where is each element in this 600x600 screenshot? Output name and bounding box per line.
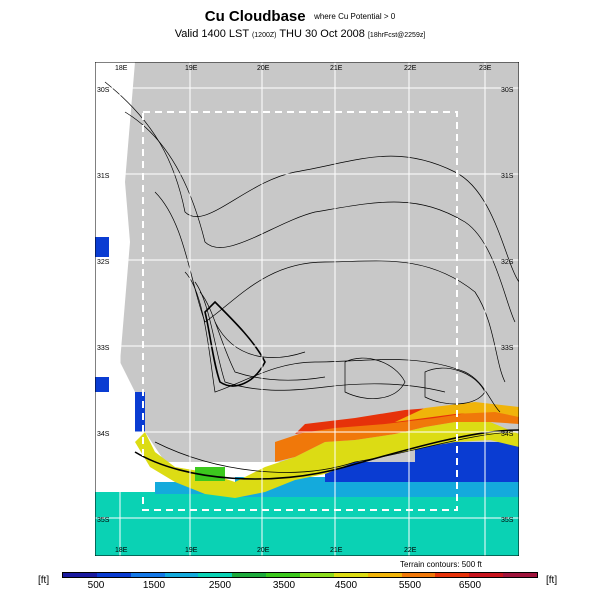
lat-labels-right: 30S 31S 32S 33S 34S 35S — [501, 87, 514, 524]
lon-label: 18E — [115, 547, 128, 554]
lon-label: 19E — [185, 65, 198, 72]
lon-label: 18E — [115, 65, 128, 72]
lat-label: 31S — [97, 173, 110, 180]
lon-labels-top: 18E 19E 20E 21E 22E 23E — [115, 65, 492, 72]
lat-label: 35S — [501, 517, 514, 524]
title-main: Cu Cloudbase — [204, 8, 306, 25]
colorbar-unit-left: [ft] — [38, 575, 50, 586]
colorbar-swatch — [469, 573, 504, 577]
lat-label: 30S — [97, 87, 110, 94]
colorbar-label: 6500 — [458, 580, 482, 591]
lon-labels-bottom: 18E 19E 20E 21E 22E — [115, 547, 417, 554]
colorbar-swatch — [367, 573, 402, 577]
colorbar-label: 4500 — [334, 580, 358, 591]
western-ocean — [95, 62, 165, 462]
lon-label: 22E — [404, 65, 417, 72]
lat-labels-left: 30S 31S 32S 33S 34S 35S — [97, 87, 110, 524]
colorbar-swatch — [401, 573, 436, 577]
colorbar-label: 1500 — [142, 580, 166, 591]
cloudbase-cells — [95, 237, 519, 556]
colorbar-swatch — [333, 573, 368, 577]
map-title: Cu Cloudbase where Cu Potential > 0 — [0, 8, 600, 26]
colorbar-swatch — [164, 573, 199, 577]
colorbar-swatch — [435, 573, 470, 577]
colorbar-swatch — [266, 573, 301, 577]
colorbar-swatch — [63, 573, 97, 577]
forecast-info: [18hrFcst@2259z] — [367, 32, 426, 39]
lat-label: 31S — [501, 173, 514, 180]
valid-time: Valid 1400 LST — [174, 28, 249, 40]
lon-label: 20E — [257, 65, 270, 72]
lat-label: 32S — [501, 259, 514, 266]
lat-label: 35S — [97, 517, 110, 524]
lat-label: 33S — [501, 345, 514, 352]
lon-label: 19E — [185, 547, 198, 554]
lon-label: 20E — [257, 547, 270, 554]
colorbar-swatch — [232, 573, 267, 577]
lon-label: 22E — [404, 547, 417, 554]
valid-date: THU 30 Oct 2008 — [279, 28, 365, 40]
run-time: (1200Z) — [251, 32, 277, 39]
lon-label: 21E — [330, 547, 343, 554]
colorbar-unit-right: [ft] — [546, 575, 558, 586]
lat-label: 34S — [97, 431, 110, 438]
terrain-contour-note: Terrain contours: 500 ft — [400, 560, 482, 569]
colorbar-label: 500 — [87, 580, 105, 591]
lat-label: 32S — [97, 259, 110, 266]
colorbar-label: 2500 — [208, 580, 232, 591]
colorbar-swatch — [96, 573, 131, 577]
lon-label: 23E — [479, 65, 492, 72]
cloudbase-map: 18E 19E 20E 21E 22E 23E 18E 19E 20E 21E … — [95, 62, 519, 556]
colorbar-label: 5500 — [398, 580, 422, 591]
lat-label: 30S — [501, 87, 514, 94]
lat-label: 33S — [97, 345, 110, 352]
inner-domain-box — [142, 111, 458, 511]
colorbar-swatch — [503, 573, 538, 577]
colorbar-swatch — [300, 573, 334, 577]
colorbar-swatch — [198, 573, 233, 577]
colorbar-label: 3500 — [272, 580, 296, 591]
lat-label: 34S — [501, 431, 514, 438]
terrain-contours-major — [134, 300, 519, 480]
graticule — [95, 62, 519, 556]
map-subtitle: Valid 1400 LST (1200Z) THU 30 Oct 2008 [… — [0, 28, 600, 40]
colorbar-swatch — [130, 573, 165, 577]
colorbar-labels: 500 1500 2500 3500 4500 5500 6500 — [0, 580, 600, 594]
lon-label: 21E — [330, 65, 343, 72]
colorbar — [62, 572, 538, 578]
title-note: where Cu Potential > 0 — [314, 12, 396, 21]
